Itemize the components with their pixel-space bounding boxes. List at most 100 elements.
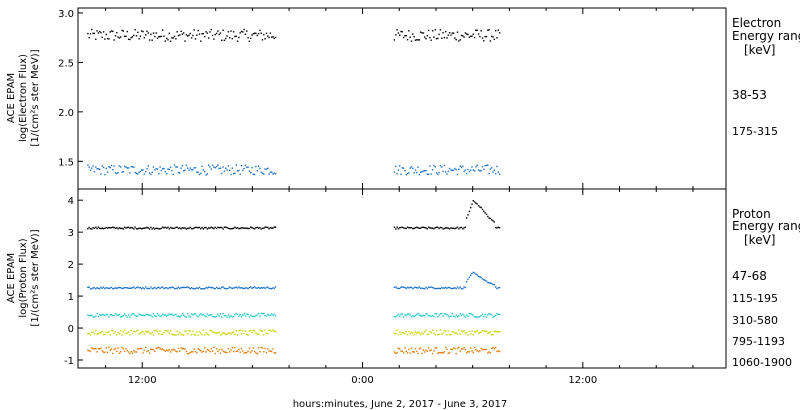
proton-point-310-580 — [424, 315, 426, 317]
proton-point-795-1193 — [176, 330, 178, 332]
electron-point-38-53 — [155, 32, 157, 34]
electron-point-38-53 — [142, 30, 144, 33]
proton-point-310-580 — [466, 314, 468, 316]
electron-point-38-53 — [139, 35, 142, 37]
electron-point-175-315 — [213, 166, 215, 168]
electron-point-175-315 — [159, 166, 161, 168]
electron-point-38-53 — [413, 36, 415, 38]
proton-point-115-195 — [238, 286, 240, 288]
proton-point-795-1193 — [481, 330, 484, 332]
proton-point-115-195 — [274, 286, 277, 288]
proton-point-310-580 — [162, 313, 164, 315]
proton-point-795-1193 — [108, 331, 110, 333]
electron-point-38-53 — [464, 32, 467, 34]
proton-point-115-195 — [223, 287, 226, 289]
electron-point-175-315 — [120, 166, 122, 168]
proton-point-47-68 — [106, 227, 109, 229]
electron-point-38-53 — [451, 32, 453, 34]
electron-point-38-53 — [197, 29, 199, 32]
proton-point-310-580 — [425, 312, 427, 315]
proton-point-47-68 — [219, 226, 222, 229]
proton-point-47-68 — [163, 227, 165, 229]
electron-point-175-315 — [116, 172, 118, 175]
proton-point-1060-1900 — [163, 349, 165, 351]
proton-point-795-1193 — [210, 330, 212, 332]
proton-point-115-195 — [422, 287, 425, 290]
proton-point-1060-1900 — [164, 350, 166, 352]
proton-point-1060-1900 — [167, 350, 169, 352]
proton-point-115-195 — [485, 280, 488, 282]
electron-point-38-53 — [496, 37, 498, 39]
electron-point-175-315 — [142, 169, 144, 171]
proton-point-115-195 — [479, 276, 481, 278]
proton-point-1060-1900 — [89, 350, 92, 353]
electron-point-38-53 — [131, 36, 134, 38]
electron-point-38-53 — [223, 39, 226, 41]
proton-point-47-68 — [146, 226, 148, 229]
proton-point-795-1193 — [489, 330, 492, 333]
electron-point-175-315 — [242, 169, 244, 172]
proton-point-795-1193 — [236, 334, 239, 336]
electron-point-175-315 — [498, 173, 501, 175]
electron-point-38-53 — [247, 37, 249, 39]
electron-point-175-315 — [133, 166, 135, 168]
proton-point-115-195 — [259, 287, 261, 290]
electron-point-175-315 — [408, 172, 410, 174]
proton-point-310-580 — [268, 314, 270, 317]
proton-point-47-68 — [412, 227, 414, 230]
proton-point-115-195 — [430, 286, 432, 288]
electron-point-175-315 — [235, 164, 237, 166]
proton-point-310-580 — [435, 313, 438, 315]
electron-point-38-53 — [88, 37, 90, 39]
proton-point-47-68 — [137, 228, 139, 230]
proton-point-310-580 — [166, 315, 168, 317]
electron-point-175-315 — [273, 172, 275, 174]
proton-point-795-1193 — [96, 333, 98, 335]
electron-point-38-53 — [169, 40, 172, 42]
electron-point-175-315 — [467, 168, 469, 171]
proton-point-795-1193 — [131, 333, 134, 335]
proton-point-310-580 — [221, 316, 223, 318]
electron-point-38-53 — [485, 35, 488, 38]
proton-point-310-580 — [470, 312, 472, 315]
electron-point-175-315 — [129, 172, 131, 174]
proton-point-47-68 — [187, 227, 189, 230]
proton-point-1060-1900 — [121, 346, 123, 349]
proton-point-1060-1900 — [156, 347, 159, 349]
electron-point-38-53 — [189, 32, 191, 35]
proton-point-795-1193 — [91, 331, 93, 334]
electron-point-38-53 — [488, 29, 490, 31]
proton-point-115-195 — [256, 287, 258, 289]
proton-point-47-68 — [204, 227, 206, 229]
proton-point-310-580 — [138, 313, 140, 315]
proton-point-1060-1900 — [409, 352, 411, 354]
proton-point-1060-1900 — [274, 352, 277, 354]
proton-point-795-1193 — [257, 333, 260, 335]
proton-point-1060-1900 — [410, 347, 413, 349]
electron-point-175-315 — [429, 165, 431, 167]
proton-point-795-1193 — [393, 332, 396, 335]
proton-point-1060-1900 — [479, 350, 481, 352]
electron-point-38-53 — [194, 38, 197, 40]
electron-point-175-315 — [468, 171, 471, 173]
proton-point-115-195 — [218, 287, 220, 289]
proton-point-1060-1900 — [101, 350, 103, 352]
electron-point-38-53 — [184, 40, 186, 42]
proton-point-47-68 — [104, 227, 106, 229]
proton-point-310-580 — [460, 314, 463, 316]
proton-ylabel-line3: [1/(cm²s ster MeV)] — [30, 229, 41, 326]
electron-point-175-315 — [438, 171, 440, 174]
electron-point-38-53 — [472, 33, 474, 35]
electron-point-175-315 — [443, 164, 446, 167]
proton-point-115-195 — [416, 287, 418, 289]
proton-point-310-580 — [189, 316, 191, 318]
proton-point-115-195 — [202, 288, 205, 290]
proton-point-47-68 — [223, 226, 226, 228]
proton-point-47-68 — [456, 226, 459, 228]
proton-point-1060-1900 — [209, 350, 211, 353]
proton-point-115-195 — [225, 287, 227, 290]
proton-point-795-1193 — [114, 331, 117, 333]
proton-point-310-580 — [243, 313, 245, 315]
electron-point-175-315 — [189, 167, 191, 169]
proton-point-795-1193 — [155, 329, 157, 332]
